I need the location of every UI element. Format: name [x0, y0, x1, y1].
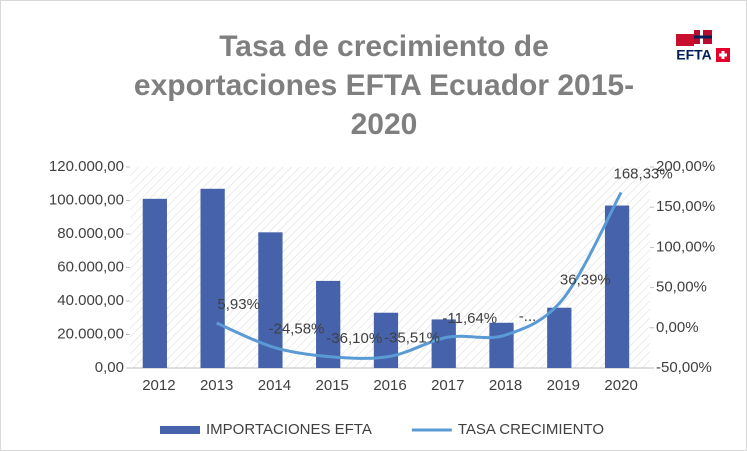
- x-tick-label: 2014: [258, 377, 291, 394]
- bar: [200, 188, 225, 368]
- data-label: -24,58%: [269, 321, 325, 338]
- bar: [489, 322, 514, 368]
- y2-tick-label: 0,00%: [656, 319, 699, 336]
- data-label: -11,64%: [442, 310, 497, 327]
- chart-title: exportaciones EFTA Ecuador 2015-: [134, 69, 634, 102]
- y-tick-label: 120.000,00: [49, 158, 124, 175]
- x-tick-label: 2012: [142, 377, 175, 394]
- data-label: 36,39%: [560, 272, 611, 289]
- bar: [604, 205, 630, 368]
- data-label: -35,51%: [384, 329, 440, 346]
- bar: [316, 280, 341, 368]
- y-tick-label: 60.000,00: [57, 258, 124, 275]
- y-tick-label: 0,00: [95, 359, 124, 376]
- bar: [142, 198, 167, 368]
- y2-tick-label: 100,00%: [656, 238, 715, 255]
- chart-title: Tasa de crecimiento de: [219, 30, 549, 63]
- x-tick-label: 2017: [431, 377, 464, 394]
- data-label: -...: [519, 308, 537, 325]
- x-tick-label: 2019: [547, 377, 580, 394]
- x-tick-label: 2015: [316, 377, 349, 394]
- y-tick-label: 40.000,00: [57, 292, 124, 309]
- logo: EFTA: [676, 30, 730, 63]
- legend-label: TASA CRECIMIENTO: [458, 421, 604, 438]
- line: [216, 191, 623, 360]
- legend-swatch: [160, 426, 200, 434]
- x-tick-label: 2013: [200, 377, 233, 394]
- data-label: 168,33%: [614, 165, 673, 182]
- y2-tick-label: 200,00%: [656, 158, 715, 175]
- x-tick-label: 2016: [373, 377, 406, 394]
- x-tick-label: 2018: [489, 377, 522, 394]
- y2-tick-label: -50,00%: [656, 359, 712, 376]
- y2-tick-label: 50,00%: [656, 279, 707, 296]
- y-tick-label: 80.000,00: [57, 225, 124, 242]
- y-tick-label: 20.000,00: [57, 325, 124, 342]
- x-tick-label: 2020: [604, 377, 637, 394]
- bar: [431, 319, 456, 368]
- bar: [547, 307, 572, 368]
- logo-text: EFTA: [676, 47, 712, 63]
- chart-title: 2020: [351, 108, 418, 141]
- data-label: -36,10%: [326, 330, 382, 347]
- legend-label: IMPORTACIONES EFTA: [206, 421, 372, 438]
- data-label: 5,93%: [217, 296, 260, 313]
- y2-tick-label: 150,00%: [656, 198, 715, 215]
- y-tick-label: 100.000,00: [49, 191, 124, 208]
